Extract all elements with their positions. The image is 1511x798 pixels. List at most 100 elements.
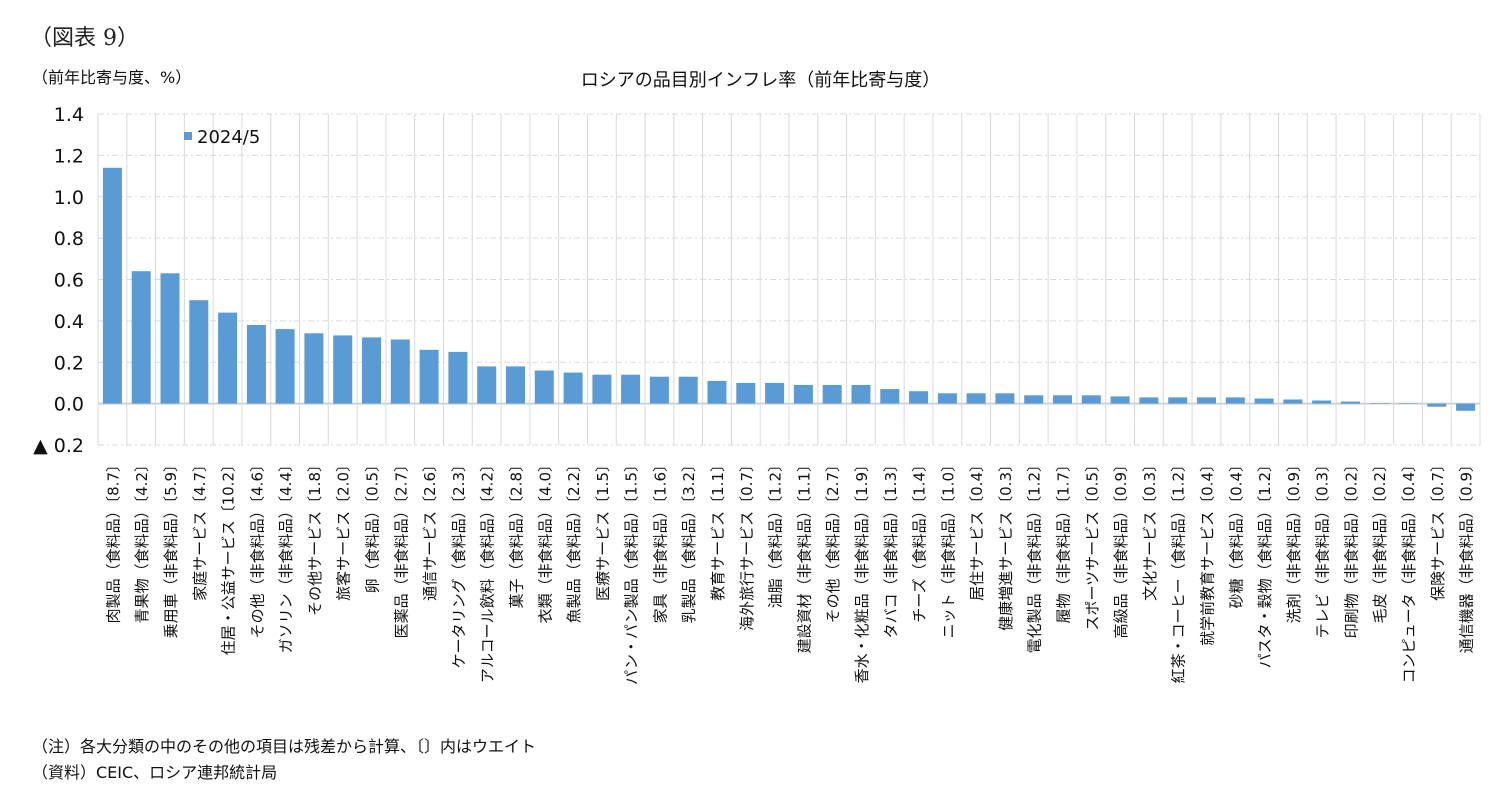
legend-label: 2024/5 — [197, 127, 260, 148]
gridlines — [97, 113, 1481, 446]
x-category-label: 健康増進サービス〔0.3〕 — [997, 457, 1015, 631]
y-tick-label: 0.6 — [54, 270, 84, 292]
x-category-label: 卵（食料品）〔0.5〕 — [364, 457, 382, 593]
x-category-label: 家具（非食料品）〔1.6〕 — [651, 457, 669, 623]
bar — [275, 329, 295, 404]
footnote-source: （資料）CEIC、ロシア連邦統計局 — [32, 763, 278, 782]
bar — [851, 385, 871, 404]
bar — [218, 312, 238, 404]
bar — [1081, 395, 1101, 404]
bar — [1312, 400, 1332, 404]
bar — [649, 376, 669, 404]
x-category-label: ケータリング（食料品）〔2.3〕 — [450, 457, 468, 668]
bar — [736, 382, 756, 404]
y-tick-label: 0.0 — [54, 394, 84, 416]
x-category-label: 履物（非食料品）〔1.7〕 — [1055, 457, 1073, 623]
y-tick-label: 0.2 — [54, 352, 84, 374]
bar — [678, 376, 698, 404]
bar — [995, 393, 1015, 404]
bar — [534, 370, 554, 404]
x-category-label: パスタ・穀物（食料品）〔1.2〕 — [1256, 457, 1274, 668]
bar — [1254, 398, 1274, 404]
x-category-label: コンピュータ（非食料品）〔0.4〕 — [1400, 457, 1418, 683]
bar — [880, 389, 900, 404]
bar — [1398, 403, 1418, 404]
x-category-label: 洗剤（非食料品）〔0.9〕 — [1285, 457, 1303, 623]
bar — [1053, 395, 1072, 404]
bar — [966, 393, 986, 404]
x-category-label: 通信サービス〔2.6〕 — [421, 457, 439, 601]
x-category-label: ニット（非食料品）〔1.0〕 — [939, 457, 957, 638]
x-axis-labels: 肉製品（食料品）〔8.7〕 青果物（食料品）〔4.2〕 乗用車（非食料品）〔5.9〕… — [104, 457, 1475, 685]
x-category-label: 砂糖（食料品）〔0.4〕 — [1227, 457, 1245, 608]
bar — [707, 380, 727, 404]
x-category-label: タバコ（非食料品）〔1.3〕 — [882, 457, 900, 638]
x-category-label: アルコール飲料（食料品）〔4.2〕 — [479, 457, 497, 683]
x-category-label: その他サービス〔1.8〕 — [306, 457, 324, 616]
y-axis-unit-label: （前年比寄与度、%） — [32, 68, 192, 87]
bar — [160, 273, 180, 404]
x-category-label: 住居・公益サービス〔10.2〕 — [220, 457, 238, 655]
bar — [1110, 396, 1130, 404]
x-category-label: 医療サービス〔1.5〕 — [594, 457, 612, 601]
bar — [189, 300, 209, 404]
bar — [477, 366, 497, 404]
x-category-label: 菓子（食料品）〔2.8〕 — [508, 457, 526, 608]
x-category-label: 青果物（食料品）〔4.2〕 — [133, 457, 151, 623]
bar — [1427, 403, 1447, 407]
x-category-label: 医薬品（非食料品）〔2.7〕 — [392, 457, 410, 638]
bars — [102, 167, 1476, 411]
x-category-label: 乗用車（非食料品）〔5.9〕 — [162, 457, 180, 638]
x-category-label: 魚製品（食料品）〔2.2〕 — [565, 457, 583, 623]
x-category-label: 居住サービス〔0.4〕 — [968, 457, 986, 601]
bar — [563, 372, 583, 404]
x-category-label: 文化サービス〔0.3〕 — [1141, 457, 1159, 601]
bar — [1340, 401, 1360, 404]
bar — [1139, 397, 1159, 404]
bar — [304, 333, 324, 404]
bar — [909, 391, 929, 404]
x-category-label: 高級品（非食料品）〔0.9〕 — [1112, 457, 1130, 638]
bar — [822, 385, 842, 404]
bar — [1197, 397, 1216, 404]
figure-label: （図表 9） — [30, 26, 139, 51]
x-category-label: その他（食料品）〔2.7〕 — [824, 457, 842, 623]
y-tick-label: 1.4 — [54, 104, 84, 126]
bar — [333, 335, 353, 404]
y-tick-label: 0.4 — [54, 311, 84, 333]
x-category-label: チーズ（食料品）〔1.4〕 — [911, 457, 929, 623]
bar — [1225, 397, 1245, 404]
x-category-label: 海外旅行サービス〔0.7〕 — [738, 457, 756, 631]
bar — [390, 339, 410, 404]
x-category-label: 保険サービス〔0.7〕 — [1429, 457, 1447, 601]
bar — [937, 393, 957, 404]
y-tick-label: 0.8 — [54, 228, 84, 250]
bar — [131, 271, 151, 404]
bar — [246, 325, 266, 404]
x-category-label: 乳製品（食料品）〔3.2〕 — [680, 457, 698, 623]
x-category-label: 香水・化粧品（非食料品）〔1.9〕 — [853, 457, 871, 683]
bar — [765, 382, 785, 404]
bar — [621, 374, 641, 404]
bar — [506, 366, 525, 404]
x-category-label: 肉製品（食料品）〔8.7〕 — [104, 457, 122, 623]
bar — [1024, 395, 1044, 404]
x-category-label: 油脂（食料品）〔1.2〕 — [767, 457, 785, 608]
x-category-label: スポーツサービス〔0.5〕 — [1083, 457, 1101, 631]
bar — [1456, 403, 1476, 411]
x-category-label: 印刷物（非食料品）〔0.2〕 — [1342, 457, 1360, 638]
y-tick-label: ▲ 0.2 — [33, 435, 84, 457]
bar — [362, 337, 381, 404]
x-category-label: 教育サービス〔1.1〕 — [709, 457, 727, 601]
x-category-label: 家庭サービス〔4.7〕 — [191, 457, 209, 601]
x-category-label: 衣類（非食料品）〔4.0〕 — [536, 457, 554, 623]
legend: 2024/5 — [184, 127, 260, 148]
x-category-label: テレビ（非食料品）〔0.3〕 — [1314, 457, 1332, 638]
bar — [448, 351, 468, 404]
footnote-note: （注）各大分類の中のその他の項目は残差から計算、〔〕内はウエイト — [32, 737, 537, 756]
x-category-label: 電化製品（非食料品）〔1.2〕 — [1026, 457, 1044, 653]
bar — [793, 385, 813, 404]
bar — [592, 374, 612, 404]
bar — [1369, 403, 1389, 404]
